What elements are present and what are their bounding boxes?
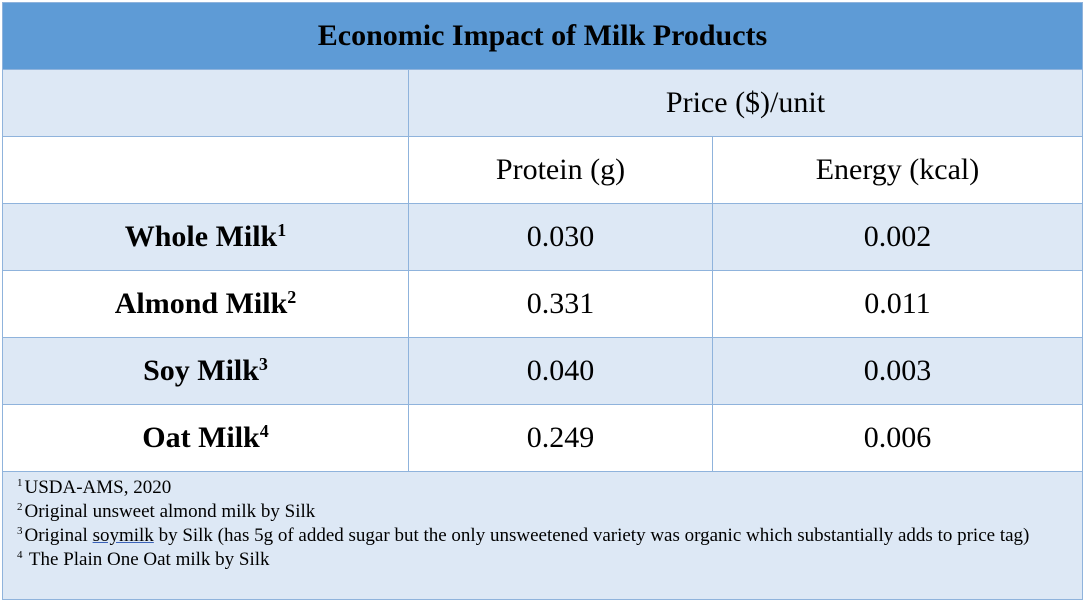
oat-milk-energy: 0.006 <box>712 404 1083 472</box>
footnote-1: 1 USDA-AMS, 2020 <box>17 477 172 498</box>
soy-milk-energy: 0.003 <box>712 337 1083 405</box>
energy-column-header: Energy (kcal) <box>712 136 1083 204</box>
footnote-4: 4 The Plain One Oat milk by Silk <box>17 549 270 570</box>
footnote-2: 2 Original unsweet almond milk by Silk <box>17 501 316 522</box>
row-label-oat-milk: Oat Milk4 <box>2 404 409 472</box>
footnote-3: 3 Original soymilk by Silk (has 5g of add… <box>17 525 1030 546</box>
almond-milk-protein: 0.331 <box>408 270 713 338</box>
subheader-empty-cell <box>2 136 409 204</box>
table-title: Economic Impact of Milk Products <box>2 2 1083 70</box>
almond-milk-energy: 0.011 <box>712 270 1083 338</box>
whole-milk-energy: 0.002 <box>712 203 1083 271</box>
soy-milk-protein: 0.040 <box>408 337 713 405</box>
row-label-soy-milk: Soy Milk3 <box>2 337 409 405</box>
whole-milk-protein: 0.030 <box>408 203 713 271</box>
price-group-header: Price ($)/unit <box>408 69 1083 137</box>
header-empty-cell <box>2 69 409 137</box>
soymilk-spellcheck-word: soymilk <box>92 525 154 546</box>
row-label-whole-milk: Whole Milk1 <box>2 203 409 271</box>
row-label-almond-milk: Almond Milk2 <box>2 270 409 338</box>
footnotes-cell: 1 USDA-AMS, 2020 2 Original unsweet almond… <box>2 471 1083 600</box>
oat-milk-protein: 0.249 <box>408 404 713 472</box>
protein-column-header: Protein (g) <box>408 136 713 204</box>
